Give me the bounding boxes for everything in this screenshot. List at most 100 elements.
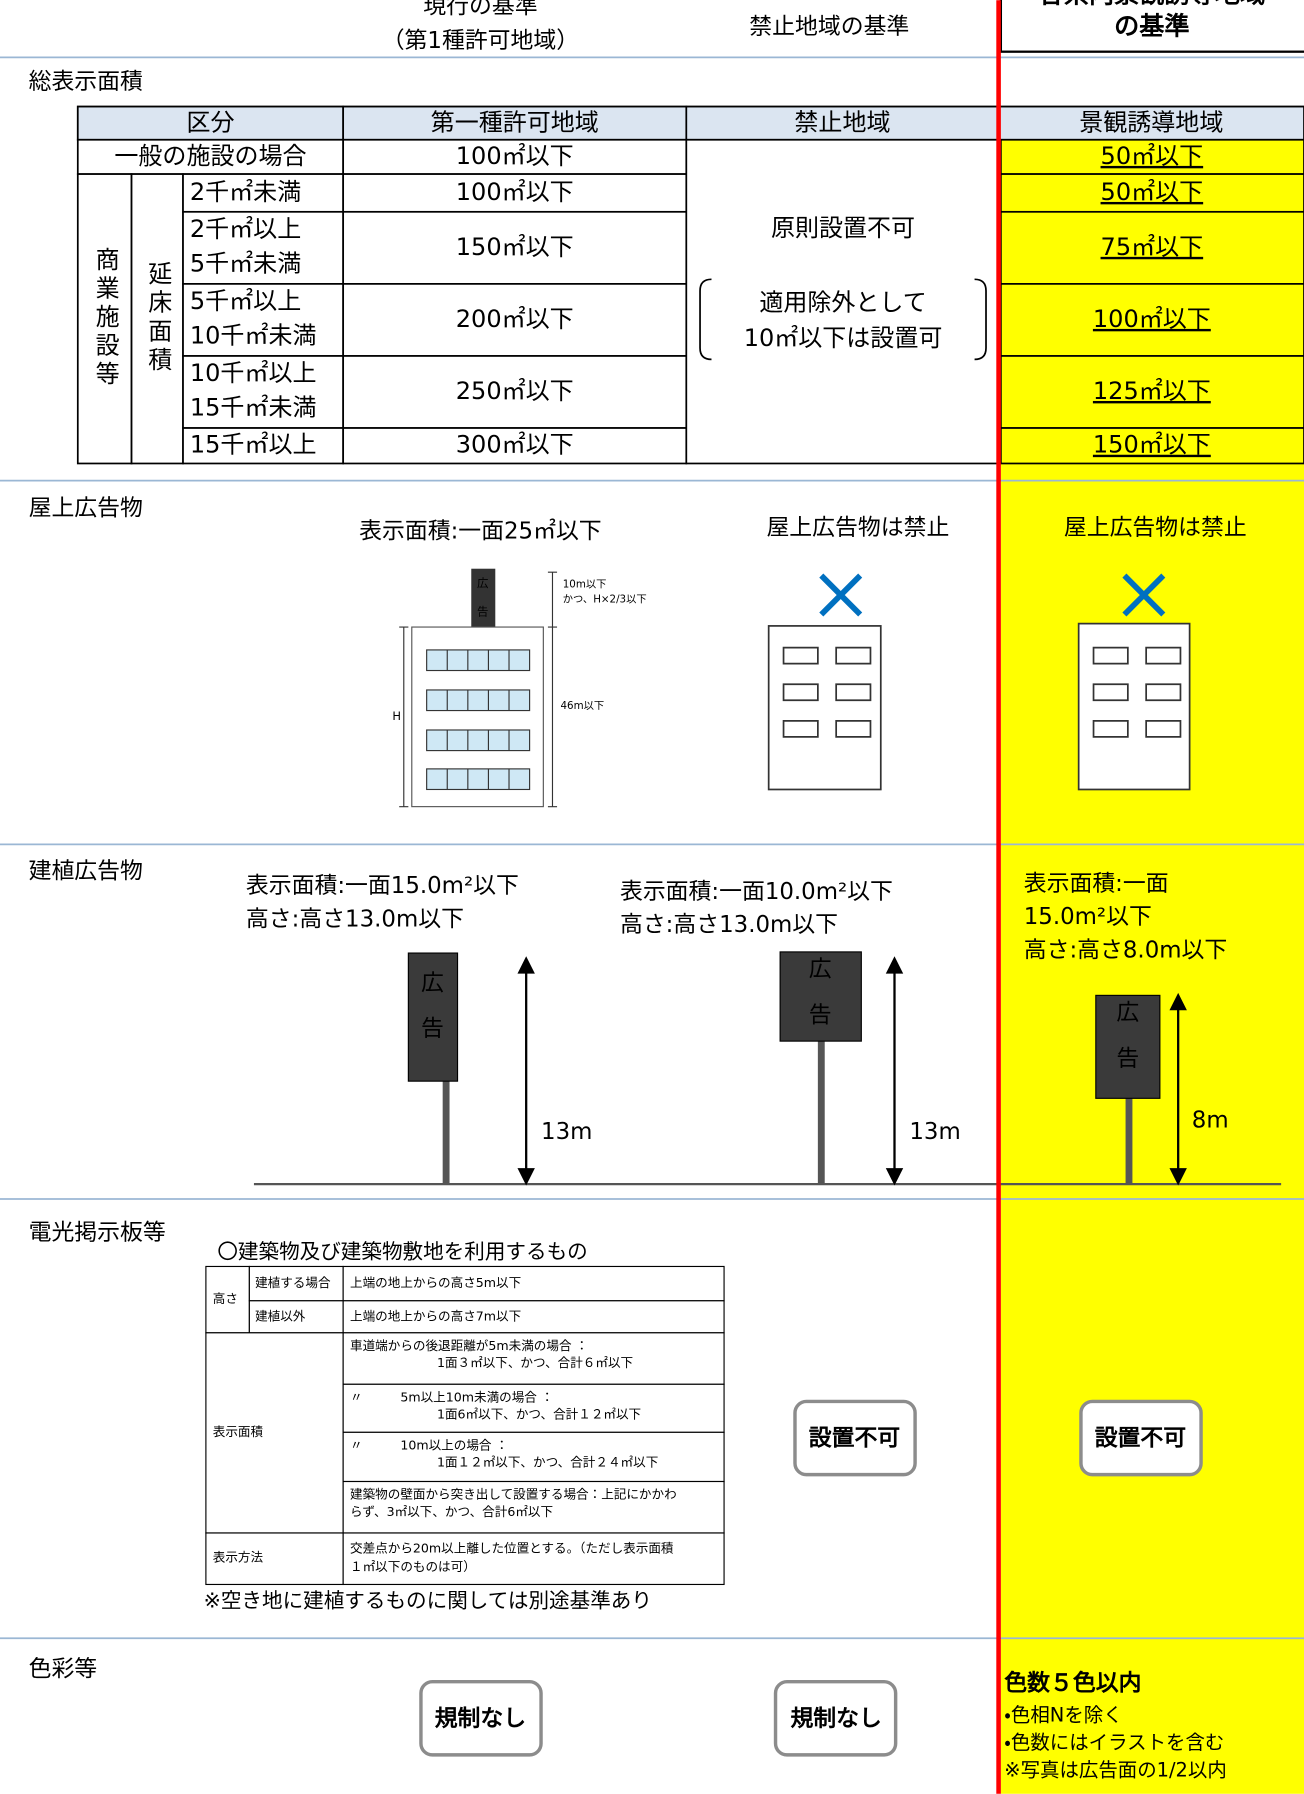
pole [442, 1081, 450, 1185]
status-badges [419, 1399, 1203, 1757]
badge-text: 設置不可 [1095, 1426, 1187, 1452]
row-label: 高さ [213, 1291, 238, 1306]
prohibited-text: 屋上広告物は禁止 [766, 515, 949, 541]
size-label: 15千㎡以上 [190, 431, 317, 459]
sign-char: 広 [477, 576, 489, 590]
row-text: らず、3㎡以下、かつ、合計6㎡以下 [350, 1504, 553, 1519]
first-class-value: 250㎡以下 [456, 377, 574, 405]
cell [130, 173, 184, 465]
dimension-label: かつ、H×2/3以下 [563, 594, 647, 606]
badge-text: 規制なし [435, 1706, 526, 1732]
section-label: 総表示面積 [29, 69, 143, 95]
sign-char: 広 [421, 970, 444, 996]
dimension-label: 10m以下 [563, 579, 607, 591]
table-header: 区分 [186, 109, 234, 137]
height-arrows [517, 956, 1187, 1186]
landscape-text: 色数５色以内 [1004, 1669, 1141, 1696]
badge [419, 1679, 543, 1757]
row-text: 1面１２㎡以下、かつ、合計２４㎡以下 [437, 1455, 658, 1470]
windows [426, 649, 531, 791]
row-text: 建築物の壁面から突き出して設置する場合：上記にかかわ [350, 1487, 677, 1502]
landscape-text: 15.0m²以下 [1024, 904, 1152, 930]
arrow-heads [885, 956, 904, 1186]
first-class-value: 150㎡以下 [456, 233, 574, 261]
header-current: 現行の基準 [423, 0, 537, 20]
first-class-value: 300㎡以下 [456, 431, 574, 459]
row-text: 1面6㎡以下、かつ、合計１２㎡以下 [437, 1407, 641, 1422]
cell [685, 138, 1000, 465]
window-row [426, 689, 531, 712]
height-label: 13m [909, 1119, 960, 1145]
prohibited-buildings [767, 622, 1191, 791]
sign-char: 広 [809, 957, 832, 983]
cell [182, 210, 345, 285]
first-class-value: 100㎡以下 [456, 178, 574, 206]
header-cell [342, 105, 688, 141]
row-label: 一般の施設の場合 [114, 142, 306, 170]
windows [1092, 646, 1182, 738]
row-label: 表示方法 [213, 1550, 264, 1565]
window-row [426, 768, 531, 791]
cell [1000, 283, 1304, 357]
header-landscape: の基準 [1114, 12, 1189, 41]
cell [205, 1532, 344, 1586]
cell [342, 1332, 725, 1385]
arrow-heads [1169, 992, 1187, 1186]
prohibited-text: 原則設置不可 [771, 214, 915, 242]
cell [342, 173, 688, 213]
landscape-value: 125㎡以下 [1093, 377, 1211, 405]
sign-char: 告 [809, 1002, 832, 1028]
landscape-value: 100㎡以下 [1093, 305, 1211, 333]
section-label: 屋上広告物 [29, 496, 143, 522]
sign-char: 告 [477, 605, 488, 619]
window-row [426, 729, 531, 752]
cell [342, 210, 688, 285]
first-class-value: 100㎡以下 [456, 142, 574, 170]
height-label: 13m [541, 1119, 592, 1145]
cell [342, 1532, 725, 1586]
height-label: 8m [1192, 1108, 1229, 1134]
bracket [699, 278, 987, 361]
standing-signs [253, 951, 1282, 1186]
header-current: （第1種許可地域） [382, 28, 579, 54]
row-text: 交差点から20m以上離した位置とする。（ただし表示面積 [350, 1541, 674, 1556]
size-label: 2千㎡以上 [190, 215, 301, 243]
size-label: 10千㎡以上 [190, 359, 317, 387]
landscape-value: 75㎡以下 [1101, 233, 1204, 261]
badge-text: 規制なし [790, 1706, 881, 1732]
cell [205, 1332, 344, 1534]
cell [342, 1431, 725, 1483]
landscape-text: 高さ:高さ8.0m以下 [1024, 937, 1227, 963]
table-header: 禁止地域 [794, 109, 890, 137]
cross [1122, 573, 1166, 617]
landscape-text: 屋上広告物は禁止 [1064, 515, 1247, 541]
badge [773, 1679, 898, 1757]
red-divider [996, 0, 1001, 1794]
size-label: 15千㎡未満 [190, 394, 317, 422]
cell [342, 355, 688, 429]
table-header: 第一種許可地域 [431, 109, 599, 137]
row-text: １㎡以下のものは可） [350, 1559, 476, 1574]
sign-char: 告 [1116, 1046, 1139, 1072]
badge-text: 設置不可 [809, 1426, 901, 1452]
cell [76, 173, 133, 465]
prohibited-text: 高さ:高さ13.0m以下 [620, 912, 838, 938]
caption: 〇建築物及び建築物敷地を利用するもの [217, 1240, 587, 1264]
row-sublabel: 建植以外 [255, 1308, 306, 1323]
prohibited-text: 適用除外として [759, 288, 926, 316]
size-label: 5千㎡未満 [190, 249, 301, 277]
header-cell [997, 105, 1304, 141]
prohibited-text: 10㎡以下は設置可 [744, 324, 943, 352]
cell [342, 1300, 725, 1334]
pole [1125, 1098, 1133, 1185]
sign-board [407, 952, 459, 1082]
section-label: 建植広告物 [29, 858, 143, 884]
sign-board [779, 951, 862, 1042]
badge [1079, 1399, 1203, 1477]
landscape-value: 50㎡以下 [1101, 178, 1204, 206]
row-text: 車道端からの後退距離が5m未満の場合 ： [350, 1338, 588, 1353]
row-sublabel: 建植する場合 [255, 1275, 331, 1290]
arrow-heads [517, 956, 535, 1186]
